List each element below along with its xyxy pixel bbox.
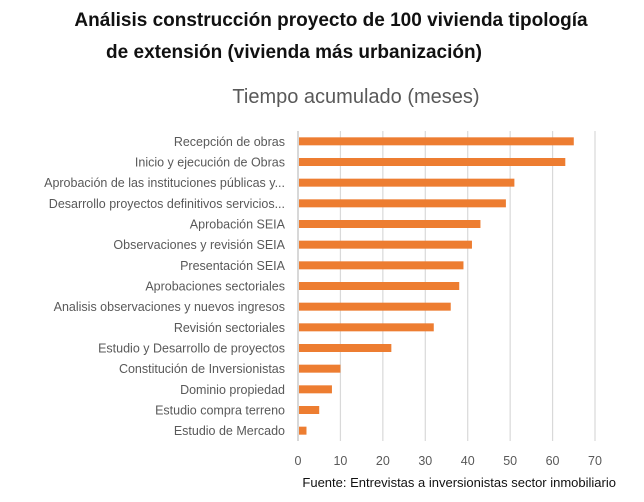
bar xyxy=(299,199,506,208)
x-tick-label: 60 xyxy=(546,454,560,468)
bar xyxy=(299,178,515,187)
category-label: Revisión sectoriales xyxy=(174,321,285,335)
x-tick-labels: 0 10 20 30 40 50 60 70 xyxy=(295,454,602,468)
source-note: Fuente: Entrevistas a inversionistas sec… xyxy=(302,475,616,490)
bar xyxy=(299,385,332,394)
bar xyxy=(299,323,434,332)
bar xyxy=(299,344,392,352)
bar xyxy=(299,220,481,228)
category-label: Aprobaciones sectoriales xyxy=(145,280,285,294)
category-label: Estudio y Desarrollo de proyectos xyxy=(98,342,285,356)
bar xyxy=(299,426,307,435)
chart-title-line-2: de extensión (vivienda más urbanización) xyxy=(106,42,482,63)
x-tick-label: 40 xyxy=(461,454,475,468)
bar xyxy=(299,282,460,290)
category-label: Aprobación de las instituciones públicas… xyxy=(44,176,285,190)
bar xyxy=(299,261,464,270)
bar xyxy=(299,158,566,166)
x-tick-label: 20 xyxy=(376,454,390,468)
category-label: Analisis observaciones y nuevos ingresos xyxy=(54,300,285,314)
bar xyxy=(299,137,574,146)
bar xyxy=(299,364,341,373)
category-label: Observaciones y revisión SEIA xyxy=(113,238,285,252)
category-label: Desarrollo proyectos definitivos servici… xyxy=(49,197,285,211)
x-tick-label: 10 xyxy=(333,454,347,468)
category-label: Estudio de Mercado xyxy=(174,424,285,438)
bar xyxy=(299,406,320,414)
category-label: Inicio y ejecución de Obras xyxy=(135,156,285,170)
category-label: Aprobación SEIA xyxy=(190,218,286,232)
category-label: Estudio compra terreno xyxy=(155,404,285,418)
category-labels: Recepción de obras Inicio y ejecución de … xyxy=(44,135,286,438)
x-tick-label: 0 xyxy=(295,454,302,468)
x-tick-label: 70 xyxy=(588,454,602,468)
bar xyxy=(299,302,451,311)
chart-subtitle: Tiempo acumulado (meses) xyxy=(232,86,480,108)
category-label: Recepción de obras xyxy=(174,135,285,149)
category-label: Presentación SEIA xyxy=(180,259,286,273)
bars xyxy=(299,137,574,435)
chart-title-line-1: Análisis construcción proyecto de 100 vi… xyxy=(74,10,588,31)
x-tick-label: 50 xyxy=(503,454,517,468)
category-label: Constitución de Inversionistas xyxy=(119,362,285,376)
bar xyxy=(299,240,472,249)
x-tick-label: 30 xyxy=(418,454,432,468)
category-label: Dominio propiedad xyxy=(180,383,285,397)
